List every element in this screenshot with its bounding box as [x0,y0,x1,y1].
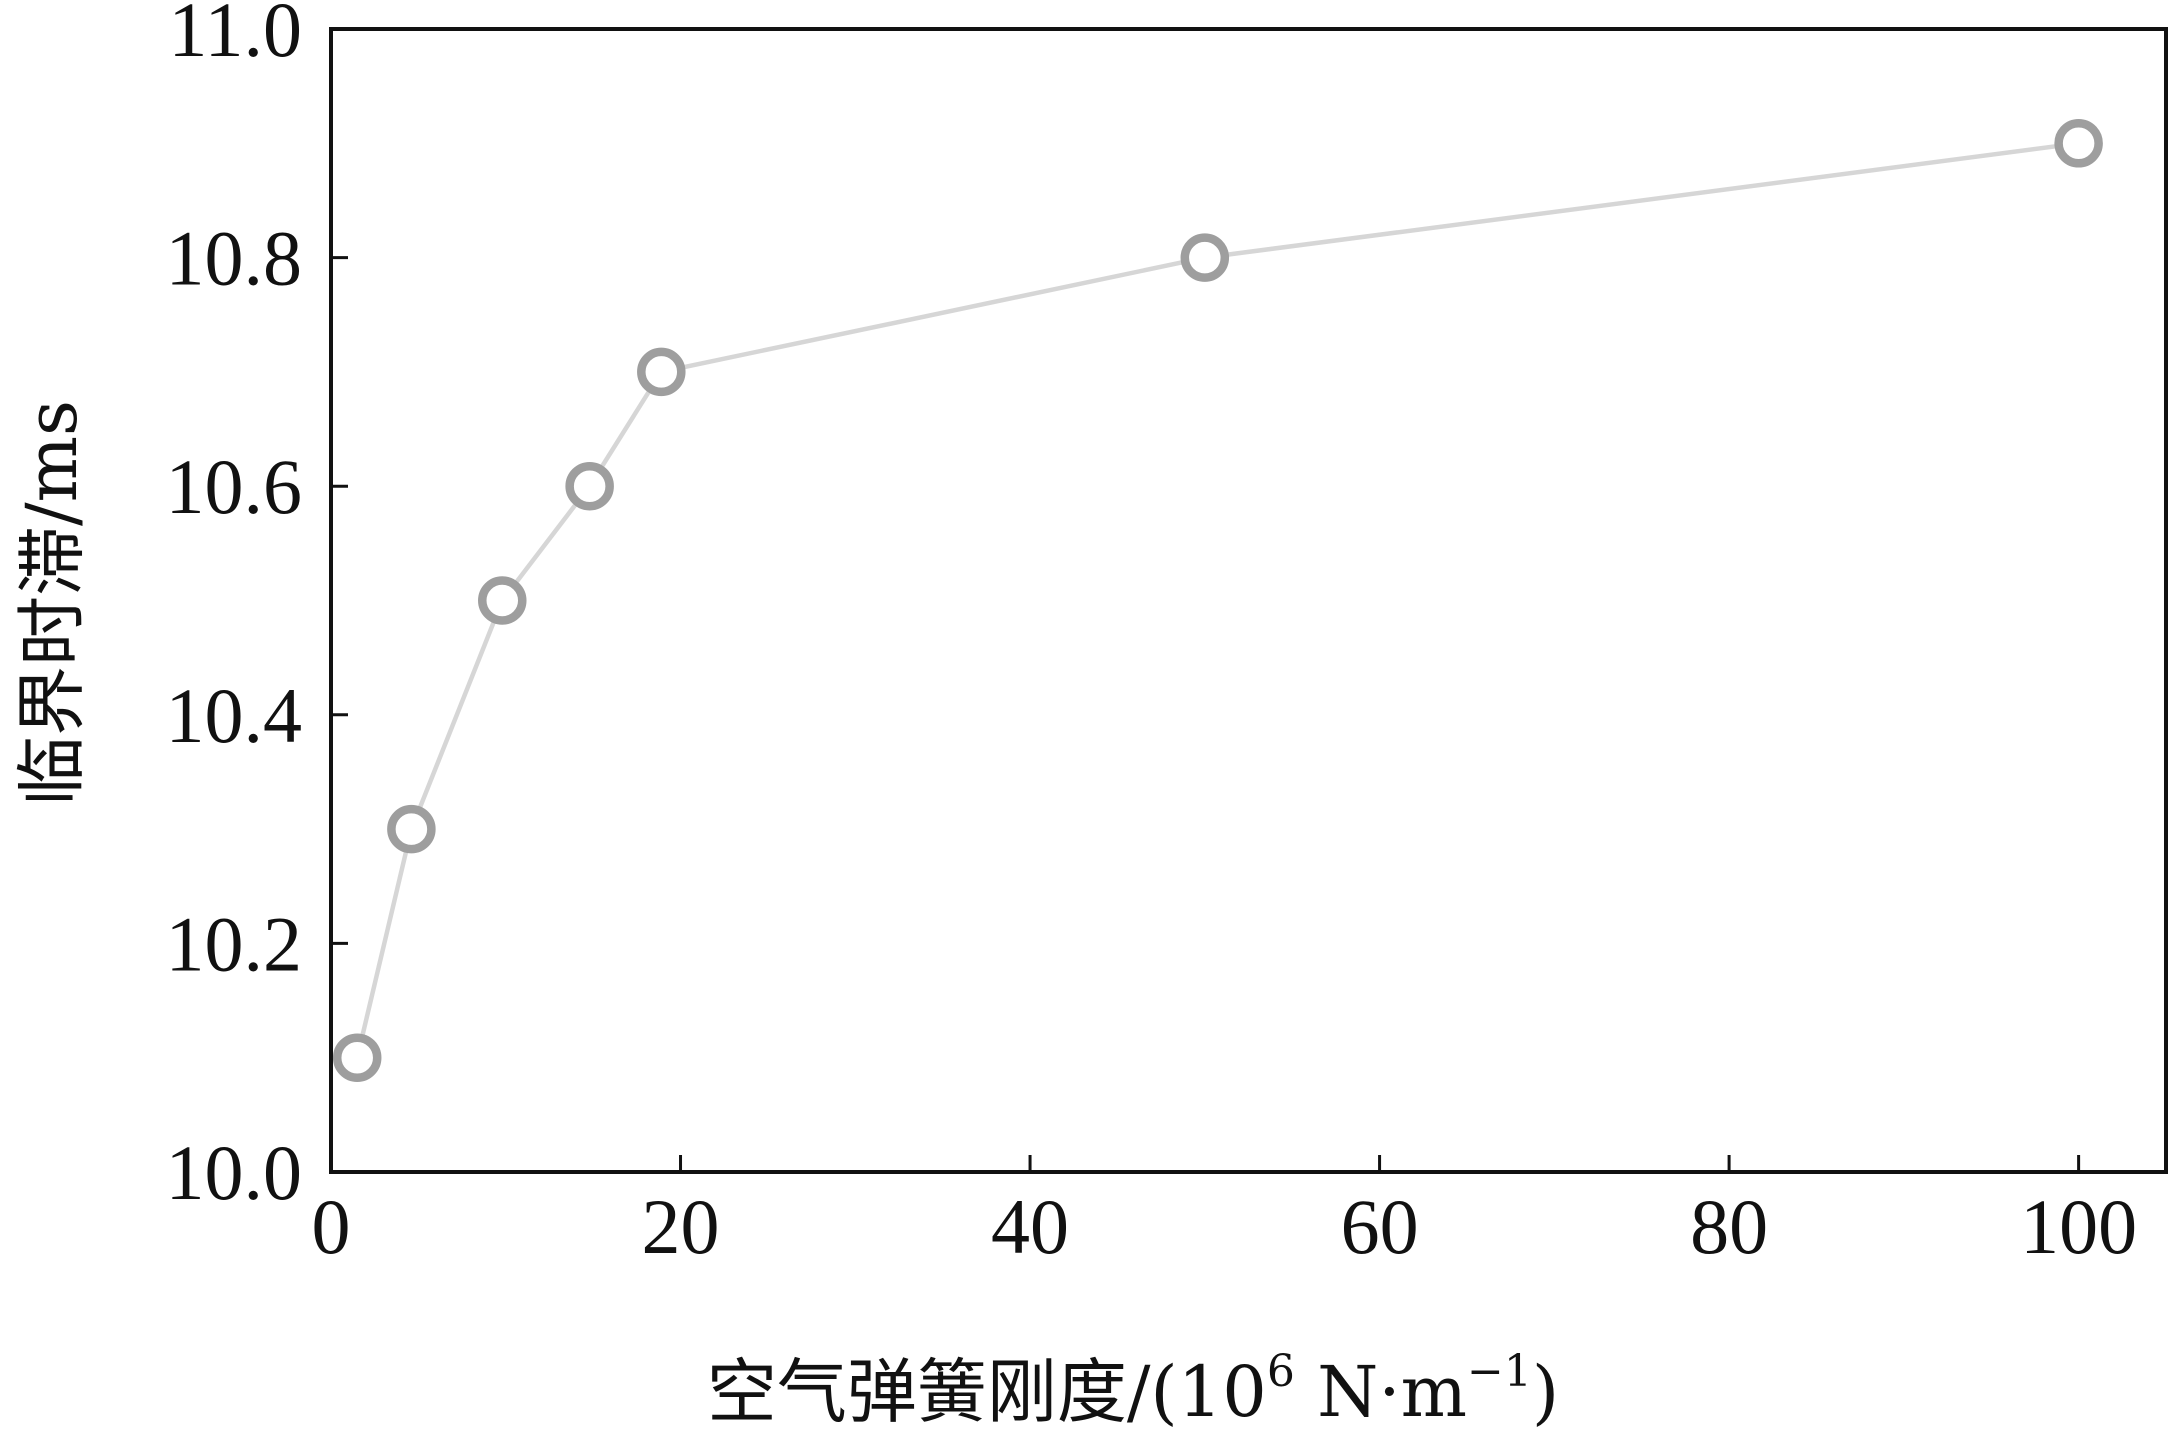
x-axis-ticks: 0 20 40 60 80 100 [312,1155,2137,1270]
data-point [637,347,686,397]
x-axis-label: 空气弹簧刚度/(106 N·m−1) [707,1346,1559,1433]
plot-area-border [329,27,2168,1174]
series [332,119,2103,1082]
x-axis-label-exponent: 6 [1267,1346,1295,1397]
data-point [478,576,527,625]
x-axis-label-close: ) [1532,1351,1559,1433]
y-axis-label: 临界时滞/ms [11,400,93,806]
y-tick-label: 10.0 [166,1129,303,1216]
x-axis-label-main: 空气弹簧刚度/(10 [707,1351,1267,1433]
x-axis-label-unit: N·m [1295,1351,1467,1433]
y-tick-label: 10.2 [166,900,303,987]
plot-frame [329,27,2168,1174]
x-tick-label: 100 [2020,1183,2137,1270]
data-point [387,804,436,854]
data-point [2054,119,2103,168]
y-tick-label: 10.8 [166,215,303,302]
x-tick-label: 20 [642,1183,720,1270]
y-tick-label: 10.6 [166,443,303,530]
y-tick-label: 10.4 [166,672,303,759]
y-tick-label: 11.0 [168,0,302,73]
x-axis-label-unit-exponent: −1 [1467,1346,1532,1397]
x-tick-label: 60 [1341,1183,1419,1270]
y-axis-ticks: 10.0 10.2 10.4 10.6 10.8 11.0 [166,0,348,1216]
x-tick-label: 80 [1690,1183,1768,1270]
series-line [355,141,2079,1059]
data-point [1180,233,1230,282]
x-tick-label: 40 [991,1183,1069,1270]
x-tick-label: 0 [312,1183,351,1270]
data-point [565,461,614,511]
data-point [332,1033,382,1082]
